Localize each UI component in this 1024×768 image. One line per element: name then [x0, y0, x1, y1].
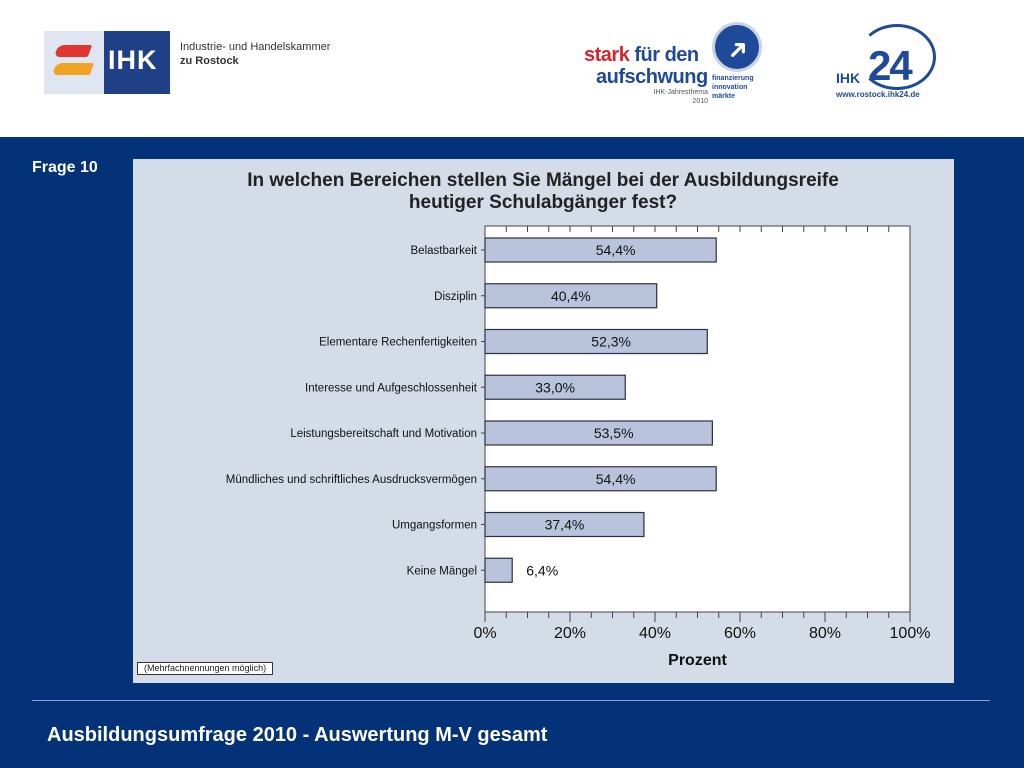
ihk24-logo-ihk: IHK: [836, 70, 861, 86]
ihk-emblem-red-stripe: [53, 45, 93, 57]
chamber-name-line2: zu Rostock: [180, 55, 239, 67]
category-label: Elementare Rechenfertigkeiten: [319, 337, 477, 349]
stark-logo-word-stark: stark: [584, 44, 630, 66]
stark-logo-tagline: IHK-Jahresthema 2010: [620, 88, 708, 106]
stark-fuer-den-aufschwung-logo: stark für den aufschwung ➜ IHK-Jahresthe…: [580, 22, 770, 112]
ihk24-logo: IHK 24 www.rostock.ihk24.de: [834, 24, 944, 104]
stark-logo-line1: stark für den: [584, 44, 699, 67]
ihk24-ring-icon: [858, 24, 936, 90]
stark-logo-topic: innovation: [712, 84, 748, 91]
chart-panel: In welchen Bereichen stellen Sie Mängel …: [133, 159, 954, 683]
bar: [484, 374, 626, 400]
footnote-multiple-answers: (Mehrfachnennungen möglich): [137, 662, 274, 675]
data-label: 54,4%: [596, 471, 636, 487]
stark-logo-tagline-2: 2010: [692, 98, 708, 105]
bar: [484, 328, 708, 355]
chart-title-line: In welchen Bereichen stellen Sie Mängel …: [247, 170, 839, 191]
x-axis-label: Prozent: [668, 652, 727, 669]
ihk-emblem-icon: [44, 31, 104, 94]
data-label: 54,4%: [596, 242, 636, 258]
stark-logo-word-aufschwung: aufschwung: [596, 66, 708, 88]
arrow-circle-icon: ➜: [712, 22, 762, 72]
data-label: 6,4%: [526, 562, 558, 578]
header: IHK Industrie- und Handelskammer zu Rost…: [0, 0, 1024, 137]
ihk-emblem-orange-stripe: [51, 63, 95, 75]
stark-logo-topics: finanzierung innovation märkte: [712, 74, 754, 101]
category-label: Interesse und Aufgeschlossenheit: [305, 382, 478, 394]
category-label: Keine Mängel: [407, 565, 477, 577]
data-label: 53,5%: [594, 425, 634, 441]
ihk24-logo-number: 24: [868, 42, 913, 89]
x-tick-label: 0%: [473, 625, 496, 642]
stark-logo-tagline-1: IHK-Jahresthema: [653, 89, 708, 96]
data-label: 33,0%: [535, 379, 575, 395]
data-label: 40,4%: [551, 288, 591, 304]
x-tick-label: 80%: [809, 625, 841, 642]
x-tick-label: 20%: [554, 625, 586, 642]
data-label: 52,3%: [591, 334, 631, 350]
chamber-name: Industrie- und Handelskammer zu Rostock: [180, 40, 330, 68]
category-label: Belastbarkeit: [411, 245, 478, 257]
footer-title: Ausbildungsumfrage 2010 - Auswertung M-V…: [47, 724, 548, 746]
stark-logo-word-fuer-den: für den: [629, 44, 699, 66]
bar: [484, 511, 645, 538]
bar: [484, 237, 717, 263]
x-tick-label: 40%: [639, 625, 671, 642]
bar: [484, 557, 513, 583]
ihk-logo: IHK: [44, 31, 170, 94]
bar: [484, 420, 713, 446]
chamber-name-line1: Industrie- und Handelskammer: [180, 41, 331, 53]
footer-divider: [32, 700, 990, 701]
ihk24-logo-url: www.rostock.ihk24.de: [836, 90, 920, 99]
data-label: 37,4%: [545, 517, 585, 533]
category-label: Mündliches und schriftliches Ausdrucksve…: [226, 474, 477, 486]
category-label: Umgangsformen: [392, 520, 477, 532]
chart-title-line: heutiger Schulabgänger fest?: [409, 192, 677, 213]
arrow-icon: ➜: [719, 30, 756, 68]
stark-logo-topic: märkte: [712, 93, 735, 100]
main-area: Frage 10 In welchen Bereichen stellen Si…: [0, 137, 1024, 768]
x-tick-label: 60%: [724, 625, 756, 642]
ihk-logo-text: IHK: [108, 45, 158, 75]
category-label: Leistungsbereitschaft und Motivation: [290, 428, 477, 440]
question-number-label: Frage 10: [32, 159, 98, 176]
bar-chart: In welchen Bereichen stellen Sie Mängel …: [226, 170, 931, 669]
category-label: Disziplin: [434, 291, 477, 303]
x-tick-label: 100%: [890, 625, 931, 642]
stark-logo-topic: finanzierung: [712, 75, 754, 82]
